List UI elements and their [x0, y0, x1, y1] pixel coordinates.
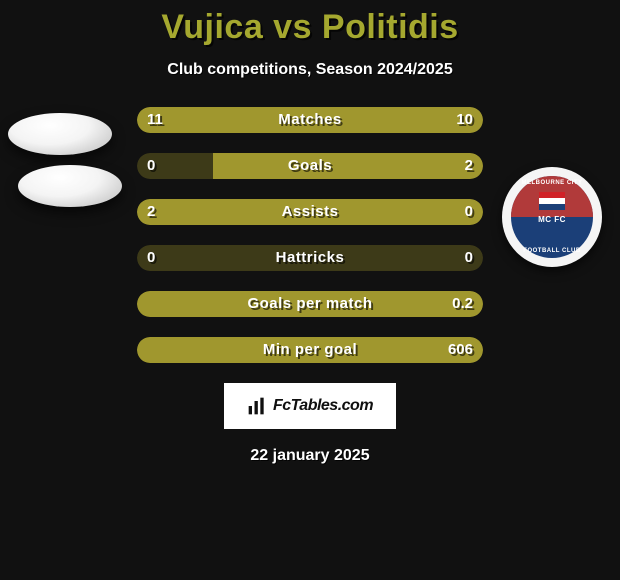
stat-row: Goals0 2 — [137, 153, 483, 179]
stat-value-right: 0 — [465, 245, 473, 271]
stat-value-right: 0.2 — [452, 291, 473, 317]
stats-area: MELBOURNE CITY FOOTBALL CLUB MC FC Matches… — [0, 107, 620, 363]
stat-value-right: 0 — [465, 199, 473, 225]
stat-row: Assists2 0 — [137, 199, 483, 225]
stat-label: Min per goal — [137, 337, 483, 363]
stat-value-right: 10 — [456, 107, 473, 133]
stat-value-right: 2 — [465, 153, 473, 179]
stat-label: Goals per match — [137, 291, 483, 317]
stat-row: Goals per match0.2 — [137, 291, 483, 317]
stat-value-right: 606 — [448, 337, 473, 363]
stat-value-left: 11 — [147, 107, 163, 133]
stat-row: Min per goal606 — [137, 337, 483, 363]
comparison-title: Vujica vs Politidis — [0, 0, 620, 47]
badge-text-top: MELBOURNE CITY — [511, 180, 593, 186]
stat-label: Assists — [137, 199, 483, 225]
comparison-subtitle: Club competitions, Season 2024/2025 — [0, 61, 620, 79]
stat-value-left: 2 — [147, 199, 155, 225]
source-logo-text: FcTables.com — [273, 397, 373, 415]
player-avatar-left — [8, 113, 112, 155]
club-badge: MELBOURNE CITY FOOTBALL CLUB MC FC — [502, 167, 602, 267]
stat-value-left: 0 — [147, 153, 155, 179]
stat-value-left: 0 — [147, 245, 155, 271]
badge-text-bottom: FOOTBALL CLUB — [511, 248, 593, 254]
stat-label: Matches — [137, 107, 483, 133]
stat-label: Hattricks — [137, 245, 483, 271]
badge-flag — [539, 192, 565, 210]
badge-center-text: MC FC — [511, 215, 593, 224]
stat-label: Goals — [137, 153, 483, 179]
source-logo: FcTables.com — [224, 383, 396, 429]
stat-row: Hattricks0 0 — [137, 245, 483, 271]
bar-chart-icon — [247, 396, 267, 416]
snapshot-date: 22 january 2025 — [0, 447, 620, 465]
player-avatar-left — [18, 165, 122, 207]
stat-bars: Matches1110Goals02Assists20Hattricks00Go… — [137, 107, 483, 363]
stat-row: Matches11 10 — [137, 107, 483, 133]
